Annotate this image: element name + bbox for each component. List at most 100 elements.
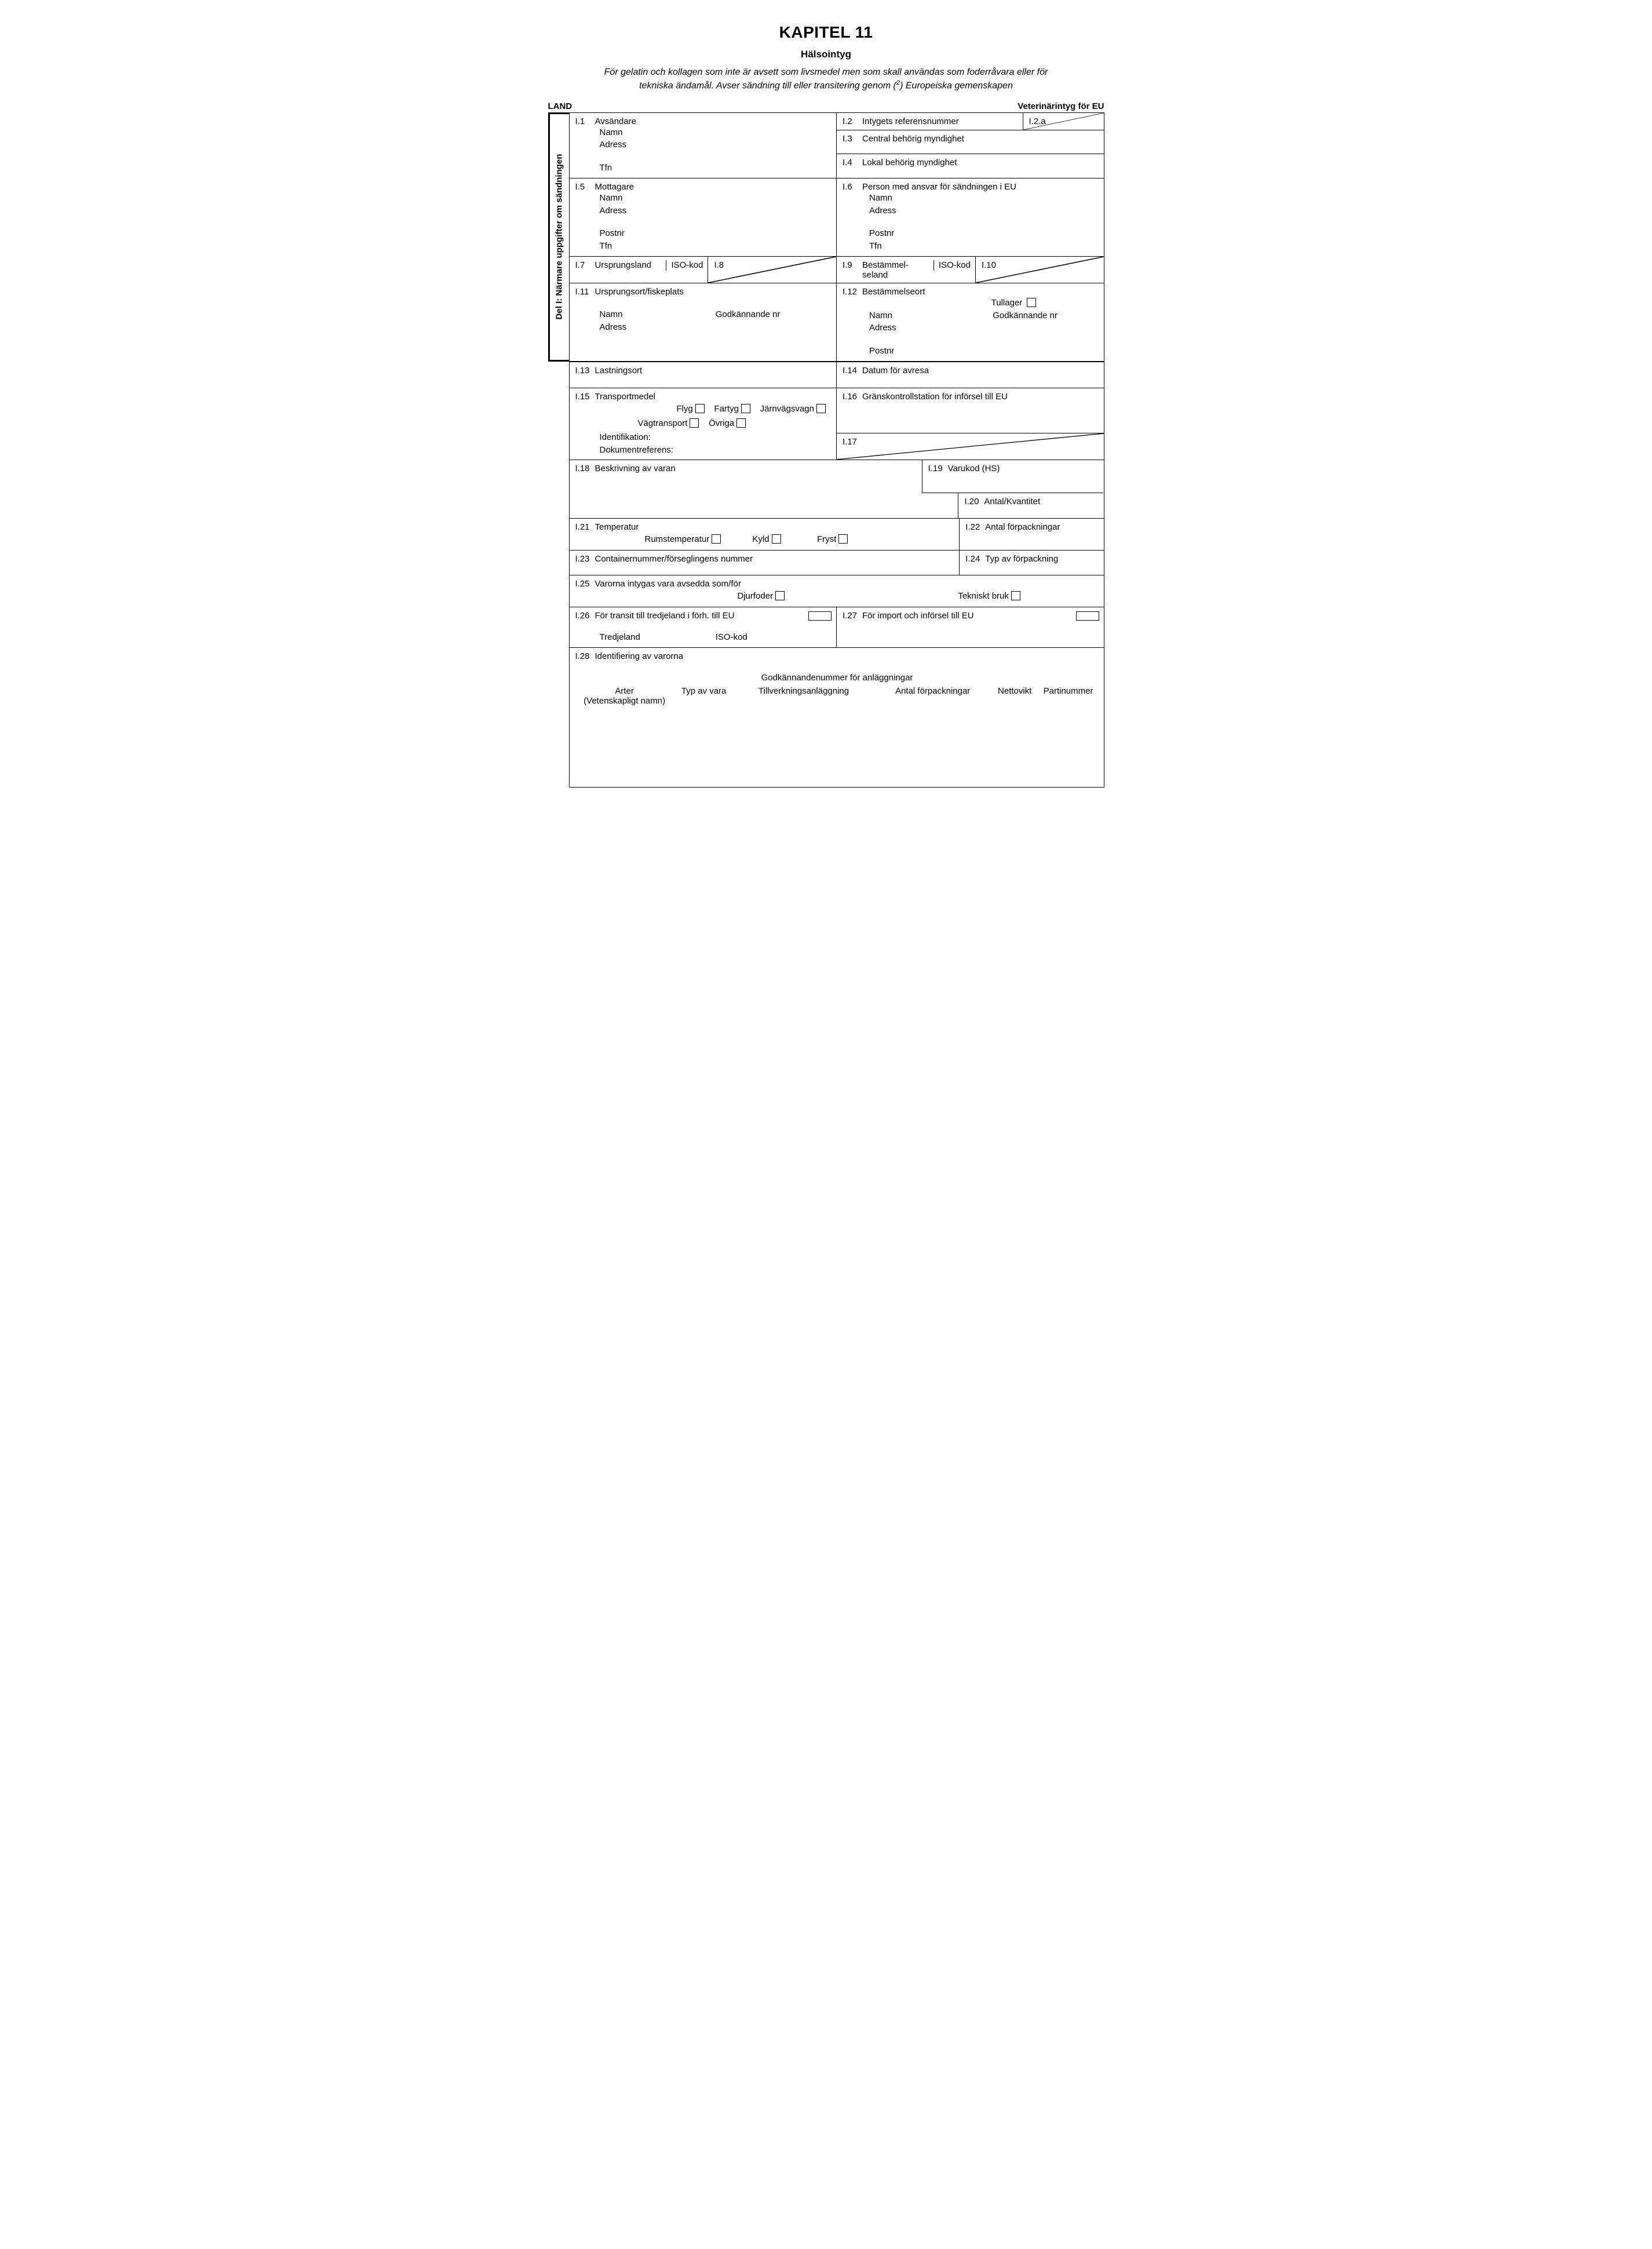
i28-c2: Typ av vara xyxy=(668,686,740,706)
i15-cb2[interactable] xyxy=(741,404,750,413)
i15-cb4[interactable] xyxy=(690,418,699,428)
box-i6: I.6Person med ansvar för sändningen i EU… xyxy=(836,178,1104,256)
i5-tfn: Tfn xyxy=(575,240,832,253)
header-row: LAND Veterinärintyg för EU xyxy=(548,101,1104,111)
i28-c1b: (Vetenskapligt namn) xyxy=(584,696,665,706)
i1-addr: Adress xyxy=(575,138,832,151)
i11-sp1 xyxy=(575,297,832,308)
i16-label: Gränskontrollstation för införsel till E… xyxy=(862,392,1008,402)
i11-name: Namn xyxy=(600,308,716,321)
box-i14: I.14Datum för avresa xyxy=(836,362,1104,388)
row-13-14: I.13Lastningsort I.14Datum för avresa xyxy=(569,362,1104,388)
i27-num: I.27 xyxy=(843,611,862,621)
certificate-page: KAPITEL 11 Hälsointyg För gelatin och ko… xyxy=(548,23,1104,788)
box-i21: I.21Temperatur Rumstemperatur Kyld Fryst xyxy=(569,519,960,550)
i9-iso: ISO-kod xyxy=(939,260,971,270)
box-i2: I.2Intygets referensnummer xyxy=(836,113,1023,130)
i13-num: I.13 xyxy=(575,366,595,376)
i25-cb1[interactable] xyxy=(775,591,785,600)
i26-label: För transit till tredjeland i förh. till… xyxy=(595,611,803,621)
grid-upper: I.1Avsändare Namn Adress Tfn I.2Intygets… xyxy=(569,112,1104,362)
i28-num: I.28 xyxy=(575,651,595,661)
i6-sp xyxy=(843,217,1099,227)
row-23-24: I.23Containernummer/förseglingens nummer… xyxy=(569,550,1104,575)
i26-checkbox[interactable] xyxy=(808,611,832,621)
side-tab-text: Del I: Närmare uppgifter om sändningen xyxy=(555,154,564,320)
box-i27: I.27 För import och införsel till EU xyxy=(836,607,1104,647)
side-tab: Del I: Närmare uppgifter om sändningen xyxy=(548,112,569,362)
i15-cb3[interactable] xyxy=(816,404,826,413)
i5-num: I.5 xyxy=(575,182,595,192)
i28-c5: Nettovikt xyxy=(970,686,1031,706)
i16-num: I.16 xyxy=(843,392,862,402)
i2-label: Intygets referensnummer xyxy=(862,116,959,126)
i25-opt2: Tekniskt bruk xyxy=(958,591,1009,601)
box-i13: I.13Lastningsort xyxy=(569,362,837,388)
i23-label: Containernummer/förseglingens nummer xyxy=(595,554,753,564)
row-7-10: I.7 Ursprungsland ISO-kod I.8 I.9 Bestäm… xyxy=(569,256,1104,283)
i26-top: I.26 För transit till tredjeland i förh.… xyxy=(575,611,832,621)
i26-bottom: Tredjeland ISO-kod xyxy=(575,631,832,644)
i4-num: I.4 xyxy=(843,158,862,167)
box-i2a: I.2.a xyxy=(1023,113,1104,130)
box-i22: I.22Antal förpackningar xyxy=(959,519,1103,550)
box-i9: I.9 Bestämmel- seland ISO-kod xyxy=(836,257,975,283)
i28-c6: Partinummer xyxy=(1031,686,1093,706)
i21-cb3[interactable] xyxy=(838,534,848,544)
right-16-17: I.16Gränskontrollstation för införsel ti… xyxy=(836,388,1104,460)
box-i26: I.26 För transit till tredjeland i förh.… xyxy=(569,607,837,647)
i22-label: Antal förpackningar xyxy=(985,522,1060,532)
i26-num: I.26 xyxy=(575,611,595,621)
i4-label: Lokal behörig myndighet xyxy=(862,158,957,167)
i20-label: Antal/Kvantitet xyxy=(984,497,1040,506)
row-5-6: I.5Mottagare Namn Adress Postnr Tfn I.6P… xyxy=(569,178,1104,256)
i6-label: Person med ansvar för sändningen i EU xyxy=(862,182,1016,192)
box-i7: I.7 Ursprungsland ISO-kod xyxy=(569,257,708,283)
box-i12: I.12Bestämmelseort Tullager Namn Godkänn… xyxy=(836,283,1104,361)
i11-sp2 xyxy=(575,333,832,356)
chapter-title: KAPITEL 11 xyxy=(548,23,1104,42)
row-25: I.25Varorna intygas vara avsedda som/för… xyxy=(569,575,1104,607)
intro-line1: För gelatin och kollagen som inte är avs… xyxy=(604,67,1048,77)
i15-cb1[interactable] xyxy=(695,404,705,413)
right-stack-1: I.2Intygets referensnummer I.2.a I.3Cent… xyxy=(836,113,1104,178)
i19-label: Varukod (HS) xyxy=(948,464,1000,473)
subtitle: Hälsointyg xyxy=(548,49,1104,60)
i21-cb1[interactable] xyxy=(712,534,721,544)
i9-label2: seland xyxy=(862,270,888,280)
i25-cb2[interactable] xyxy=(1011,591,1020,600)
i21-opt3: Fryst xyxy=(817,534,836,544)
i12-appr: Godkännande nr xyxy=(975,309,1099,322)
i27-checkbox[interactable] xyxy=(1076,611,1099,621)
intro-line2a: tekniska ändamål. Avser sändning till el… xyxy=(639,81,896,90)
header-right: Veterinärintyg för EU xyxy=(1018,101,1104,111)
i9-sep xyxy=(933,260,934,271)
i15-cb5[interactable] xyxy=(736,418,746,428)
row-i20: I.20Antal/Kvantitet xyxy=(922,493,1104,519)
i28-sp1 xyxy=(575,661,1099,673)
row-18-20: I.18Beskrivning av varan I.19Varukod (HS… xyxy=(569,460,1104,518)
i21-cb2[interactable] xyxy=(772,534,781,544)
i21-num: I.21 xyxy=(575,522,595,532)
i10-num: I.10 xyxy=(982,260,1001,270)
i9-label-wrap: Bestämmel- seland xyxy=(862,260,933,280)
i21-opt2: Kyld xyxy=(752,534,769,544)
i14-num: I.14 xyxy=(843,366,862,376)
i12-sp xyxy=(843,334,1099,345)
i12-tull-row: Tullager xyxy=(843,297,1099,309)
i24-label: Typ av förpackning xyxy=(985,554,1058,564)
box-i10: I.10 xyxy=(975,257,1104,283)
i7-num: I.7 xyxy=(575,260,595,270)
i21-opt1: Rumstemperatur xyxy=(645,534,710,544)
i15-opt2: Fartyg xyxy=(714,404,739,414)
i25-label: Varorna intygas vara avsedda som/för xyxy=(595,579,741,589)
i28-c4: Antal förpackningar xyxy=(868,686,971,706)
i12-tull: Tullager xyxy=(991,298,1023,308)
i12-name: Namn xyxy=(869,309,975,322)
box-i1: I.1Avsändare Namn Adress Tfn xyxy=(569,113,837,178)
i25-opt1: Djurfoder xyxy=(737,591,773,601)
i12-tull-checkbox[interactable] xyxy=(1027,298,1036,307)
i12-post: Postnr xyxy=(843,345,1099,358)
i12-label: Bestämmelseort xyxy=(862,287,925,297)
i7-iso: ISO-kod xyxy=(671,260,703,270)
